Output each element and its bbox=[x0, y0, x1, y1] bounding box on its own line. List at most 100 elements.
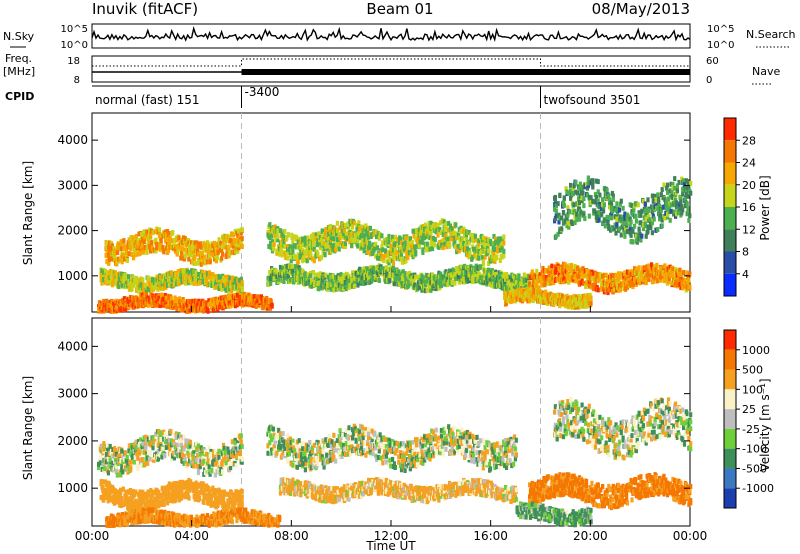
data-cell bbox=[641, 198, 646, 204]
data-cell bbox=[479, 264, 483, 270]
data-cell bbox=[659, 266, 663, 272]
data-cell bbox=[318, 271, 323, 277]
data-cell bbox=[139, 282, 143, 288]
data-cell bbox=[638, 280, 642, 286]
data-cell bbox=[623, 233, 627, 239]
data-cell bbox=[169, 270, 173, 276]
data-cell bbox=[513, 298, 517, 304]
data-cell bbox=[449, 269, 453, 274]
data-cell bbox=[615, 201, 619, 207]
data-cell bbox=[345, 272, 349, 278]
data-cell bbox=[298, 267, 302, 273]
data-cell bbox=[154, 237, 158, 243]
data-cell bbox=[222, 282, 226, 288]
data-cell bbox=[646, 270, 650, 276]
data-cell bbox=[143, 233, 147, 239]
data-cell bbox=[157, 295, 161, 301]
data-cell bbox=[310, 279, 314, 285]
data-cell bbox=[358, 266, 362, 272]
data-cell bbox=[564, 272, 568, 278]
data-cell bbox=[419, 233, 423, 239]
data-cell bbox=[344, 286, 348, 292]
data-cell bbox=[112, 278, 116, 284]
data-cell bbox=[318, 239, 322, 245]
data-cell bbox=[583, 216, 587, 222]
data-cell bbox=[337, 231, 341, 237]
data-cell bbox=[218, 243, 222, 249]
data-cell bbox=[341, 234, 345, 240]
data-cell bbox=[328, 224, 332, 229]
data-cell bbox=[304, 250, 308, 256]
data-cell bbox=[236, 233, 240, 239]
data-cell bbox=[586, 269, 590, 275]
data-cell bbox=[145, 250, 149, 255]
data-cell bbox=[377, 252, 381, 258]
data-cell bbox=[481, 260, 485, 266]
data-cell bbox=[219, 283, 223, 289]
data-cell bbox=[289, 258, 293, 264]
data-cell bbox=[363, 226, 367, 232]
data-cell bbox=[563, 296, 567, 302]
data-cell bbox=[152, 285, 156, 291]
data-cell bbox=[447, 227, 451, 233]
data-cell bbox=[546, 268, 550, 273]
data-cell bbox=[217, 237, 221, 243]
data-cell bbox=[419, 224, 423, 230]
data-cell bbox=[554, 208, 558, 214]
data-cell bbox=[621, 205, 625, 211]
data-cell bbox=[216, 249, 220, 255]
data-cell bbox=[650, 204, 654, 210]
data-cell bbox=[462, 240, 466, 246]
data-cell bbox=[364, 223, 368, 229]
data-cell bbox=[655, 262, 659, 268]
data-cell bbox=[235, 292, 239, 298]
data-cell bbox=[553, 299, 557, 304]
data-cell bbox=[414, 251, 418, 257]
data-cell bbox=[659, 192, 663, 198]
data-cell bbox=[551, 276, 555, 282]
data-cell bbox=[682, 182, 687, 188]
data-cell bbox=[422, 224, 426, 229]
data-cell bbox=[641, 226, 646, 232]
data-cell bbox=[601, 286, 606, 292]
data-cell bbox=[568, 209, 572, 215]
data-cell bbox=[588, 180, 592, 186]
data-cell bbox=[425, 241, 429, 247]
data-cell bbox=[367, 234, 371, 240]
data-cell bbox=[166, 248, 170, 254]
data-cell bbox=[436, 276, 440, 282]
data-cell bbox=[408, 236, 412, 242]
data-cell bbox=[237, 242, 241, 248]
data-cell bbox=[631, 239, 635, 245]
data-cell bbox=[628, 269, 632, 275]
data-cell bbox=[309, 252, 313, 258]
data-cell bbox=[142, 239, 146, 245]
data-cell bbox=[240, 285, 244, 291]
data-cell bbox=[391, 234, 395, 240]
data-cell bbox=[450, 273, 454, 279]
data-cell bbox=[683, 281, 687, 287]
data-cell bbox=[171, 305, 175, 310]
data-cell bbox=[634, 234, 638, 240]
data-cell bbox=[338, 235, 342, 241]
data-cell bbox=[166, 244, 170, 250]
data-cell bbox=[607, 215, 611, 220]
data-cell bbox=[420, 279, 424, 285]
data-cell bbox=[610, 190, 614, 196]
cpid-segment-label: twofsound 3501 bbox=[544, 93, 641, 107]
data-cell bbox=[467, 247, 471, 253]
data-cell bbox=[182, 299, 186, 305]
data-cell bbox=[450, 226, 454, 232]
data-cell bbox=[471, 279, 475, 284]
data-cell bbox=[687, 218, 691, 223]
data-cell bbox=[311, 242, 315, 248]
data-cell bbox=[182, 256, 186, 262]
data-cell bbox=[106, 306, 110, 312]
data-cell bbox=[373, 246, 377, 252]
data-cell bbox=[625, 269, 630, 275]
station-title: Inuvik (fitACF) bbox=[92, 0, 198, 18]
freq-band-solid bbox=[241, 69, 690, 75]
data-cell bbox=[431, 246, 435, 252]
data-cell bbox=[421, 250, 425, 255]
data-cell bbox=[674, 197, 678, 203]
